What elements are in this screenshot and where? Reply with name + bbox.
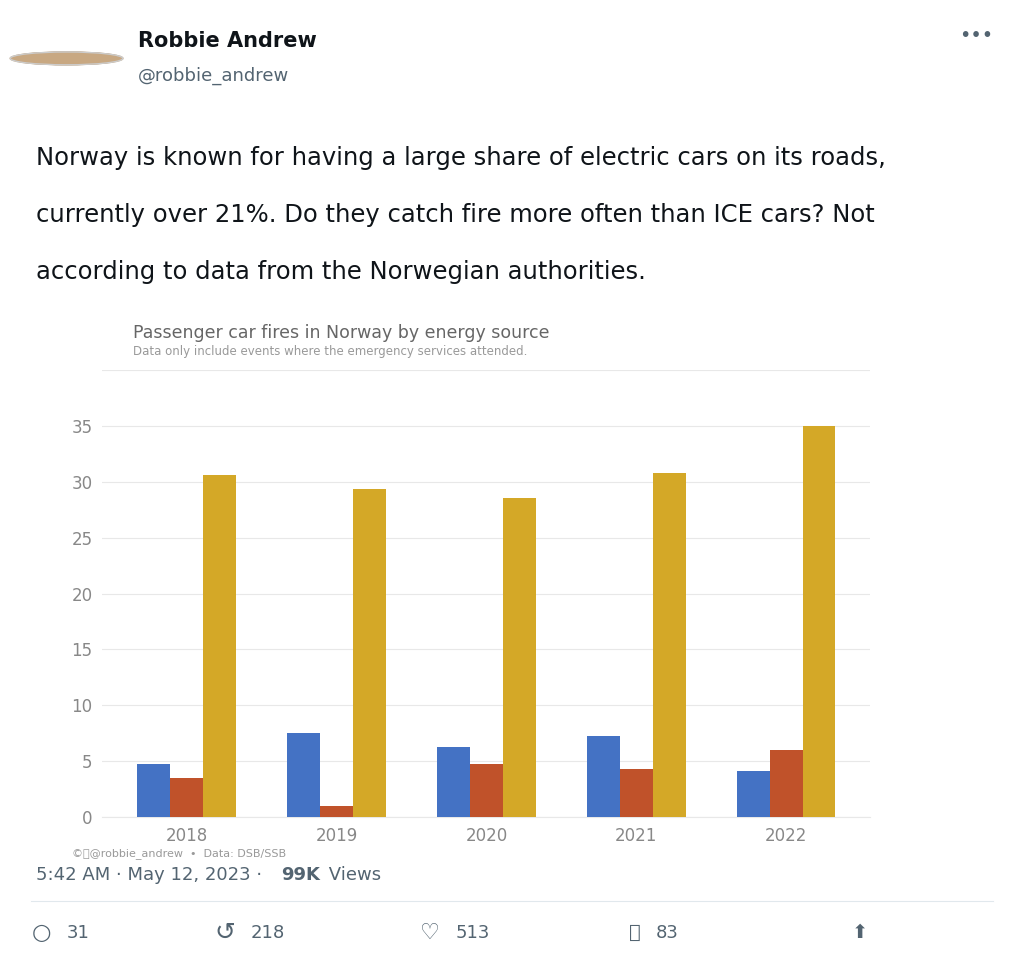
Bar — [736, 772, 770, 817]
Bar — [437, 747, 470, 817]
Text: Passenger car fires in Norway by energy source: Passenger car fires in Norway by energy … — [133, 325, 550, 342]
Text: ♡: ♡ — [420, 922, 440, 943]
Text: 31: 31 — [67, 924, 89, 942]
Text: 🔖: 🔖 — [629, 923, 641, 943]
Text: @robbie_andrew: @robbie_andrew — [138, 67, 290, 85]
Text: ⬆: ⬆ — [852, 923, 868, 943]
Bar — [287, 734, 321, 817]
Bar — [170, 778, 203, 817]
Bar — [503, 498, 536, 817]
Text: currently over 21%. Do they catch fire more often than ICE cars? Not: currently over 21%. Do they catch fire m… — [36, 202, 874, 227]
Text: ○: ○ — [32, 922, 50, 943]
Text: 513: 513 — [456, 924, 490, 942]
Text: ↺: ↺ — [215, 920, 236, 945]
Text: 83: 83 — [655, 924, 678, 942]
Text: Robbie Andrew: Robbie Andrew — [138, 31, 317, 51]
Circle shape — [10, 52, 123, 65]
Bar — [652, 473, 686, 817]
Text: Views: Views — [323, 867, 381, 884]
Bar — [470, 764, 503, 817]
Text: according to data from the Norwegian authorities.: according to data from the Norwegian aut… — [36, 260, 646, 284]
Text: 5:42 AM · May 12, 2023 ·: 5:42 AM · May 12, 2023 · — [36, 867, 267, 884]
Bar — [321, 806, 353, 817]
Text: ©ⓘ@robbie_andrew  •  Data: DSB/SSB: ©ⓘ@robbie_andrew • Data: DSB/SSB — [72, 848, 286, 859]
Bar — [770, 750, 803, 817]
Text: Norway is known for having a large share of electric cars on its roads,: Norway is known for having a large share… — [36, 146, 886, 169]
Bar — [587, 736, 620, 817]
Text: 99K: 99K — [282, 867, 321, 884]
Bar — [803, 426, 836, 817]
Circle shape — [12, 53, 121, 64]
Bar — [353, 489, 386, 817]
Bar — [137, 764, 170, 817]
Text: •••: ••• — [959, 25, 993, 45]
FancyBboxPatch shape — [22, 326, 1002, 861]
Bar — [620, 770, 652, 817]
Bar — [203, 475, 237, 817]
Text: Data only include events where the emergency services attended.: Data only include events where the emerg… — [133, 345, 527, 358]
Text: 218: 218 — [251, 924, 285, 942]
